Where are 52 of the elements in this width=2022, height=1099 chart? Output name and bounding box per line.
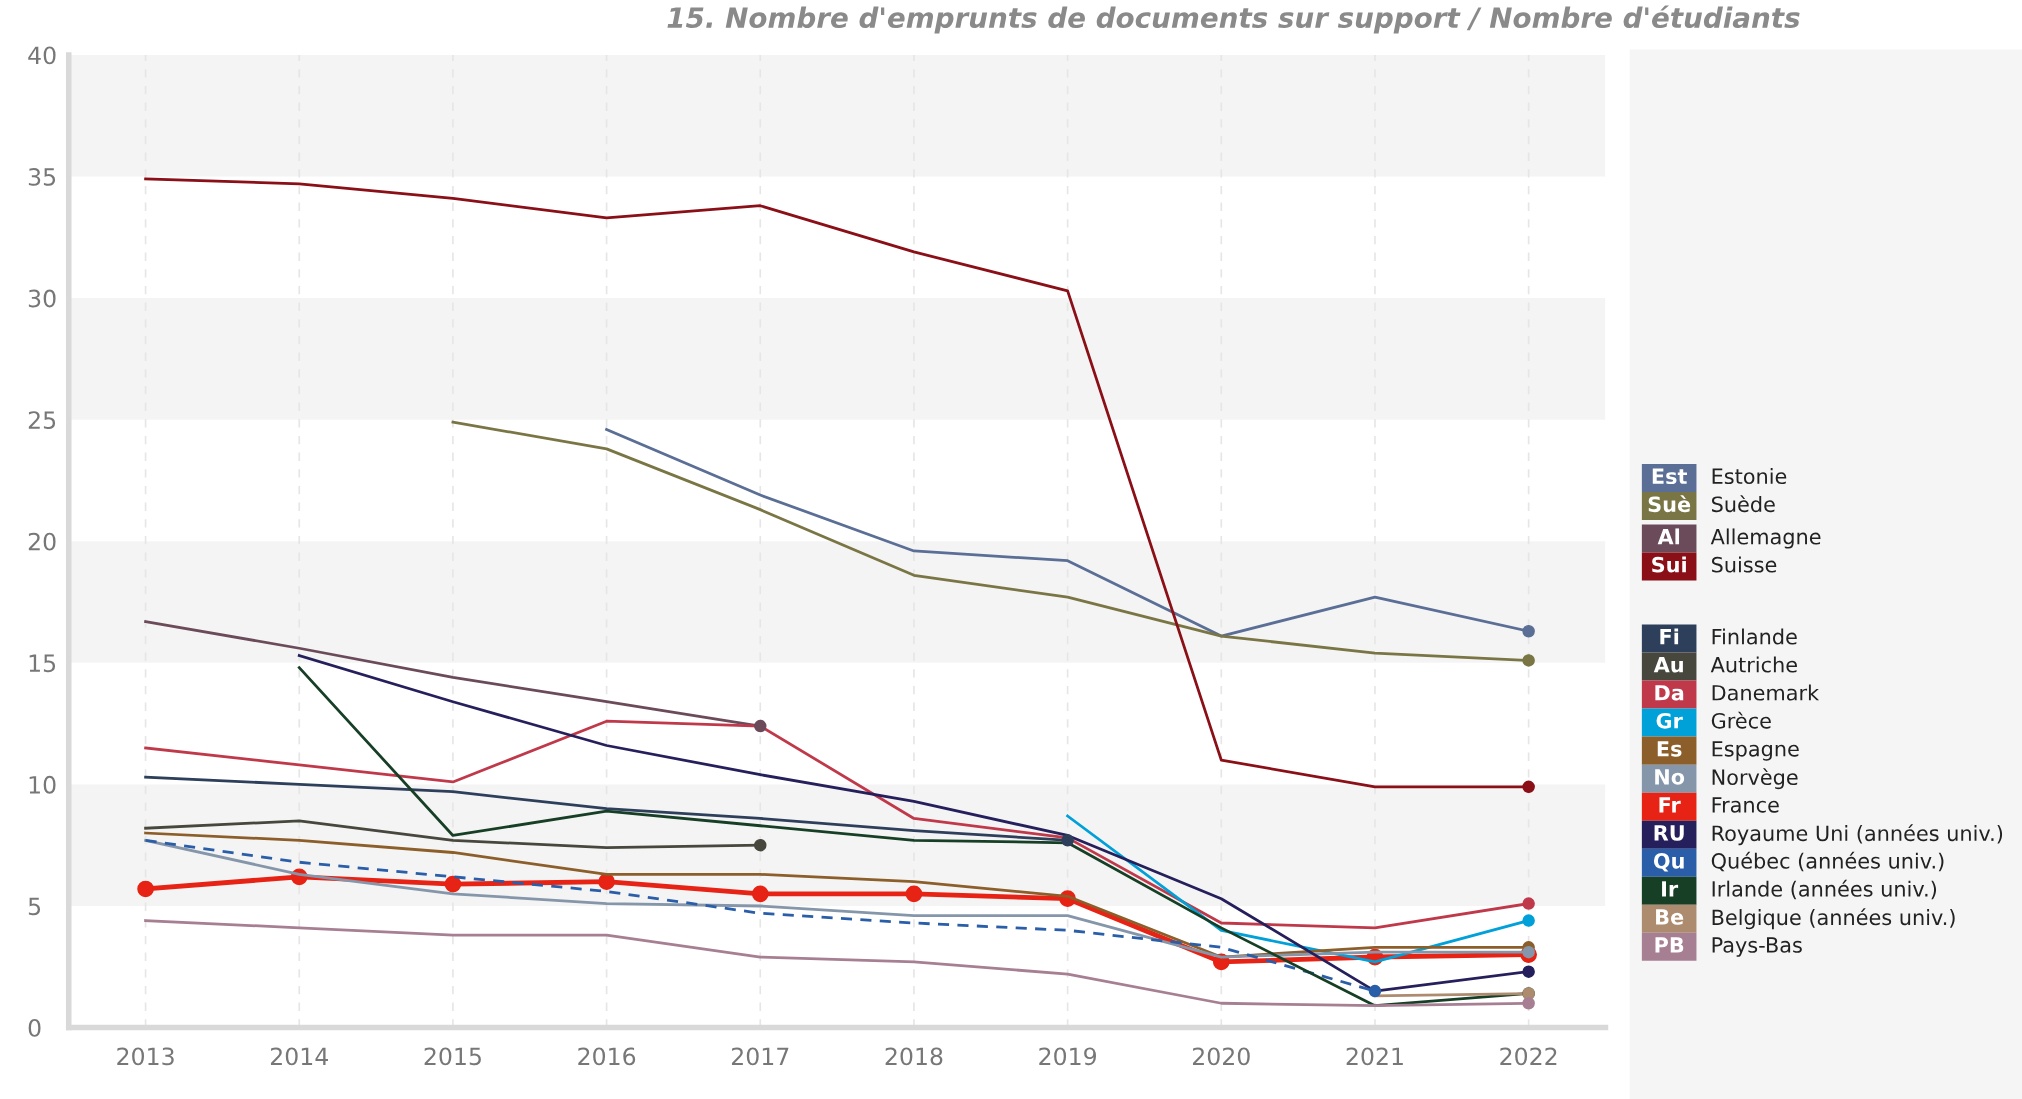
- legend-label: Allemagne: [1710, 528, 1821, 549]
- y-tick-label: 0: [28, 1019, 41, 1037]
- y-tick-label: 10: [29, 775, 56, 794]
- text: Fr: [1659, 797, 1681, 813]
- legend-label: Irlande (années univ.): [1712, 879, 1937, 900]
- y-tick-label: 35: [28, 167, 56, 186]
- text: No: [1655, 769, 1685, 785]
- y-tick-label: 40: [28, 46, 56, 65]
- text: Be: [1656, 909, 1684, 925]
- legend-label: Suisse: [1711, 556, 1777, 573]
- text: Ir: [1662, 881, 1679, 897]
- text: Sui: [1652, 556, 1686, 573]
- y-tick-label: 30: [28, 289, 56, 308]
- x-tick-label: 2020: [1192, 1047, 1250, 1066]
- text: RU: [1654, 825, 1684, 841]
- chart-title: 15. Nombre d'emprunts de documents sur support / Nombre d'étudiants: [667, 5, 1800, 34]
- text: Est: [1652, 468, 1687, 485]
- x-tick-label: 2013: [117, 1047, 174, 1066]
- legend-label: Pays-Bas: [1712, 937, 1802, 957]
- legend-label: Québec (années univ.): [1711, 851, 1944, 872]
- x-tick-label: 2015: [424, 1047, 481, 1066]
- x-tick-label: 2018: [885, 1047, 943, 1066]
- legend-label: Espagne: [1712, 741, 1799, 761]
- text: Es: [1657, 741, 1682, 757]
- legend-label: Autriche: [1710, 656, 1797, 673]
- legend-label: Royaume Uni (années univ.): [1712, 824, 2003, 846]
- y-tick-label: 5: [28, 897, 41, 916]
- text: Al: [1657, 528, 1680, 545]
- x-tick-label: 2021: [1346, 1047, 1403, 1066]
- legend-label: Finlande: [1712, 628, 1797, 645]
- y-tick-label: 25: [28, 411, 56, 429]
- x-tick-label: 2017: [731, 1047, 789, 1066]
- legend-label: Danemark: [1712, 684, 1820, 701]
- text: Suè: [1648, 495, 1691, 513]
- legend-label: Norvège: [1712, 768, 1798, 790]
- text: PB: [1655, 937, 1684, 953]
- legend-label: France: [1712, 797, 1779, 813]
- text: Au: [1653, 657, 1683, 673]
- text: Da: [1655, 685, 1684, 701]
- x-tick-label: 2019: [1039, 1047, 1096, 1066]
- text: Gr: [1656, 712, 1683, 729]
- legend-label: Estonie: [1712, 467, 1787, 485]
- x-tick-label: 2016: [578, 1047, 636, 1066]
- x-tick-label: 2014: [270, 1047, 328, 1066]
- x-tick-label: 2022: [1500, 1047, 1557, 1066]
- y-tick-label: 15: [29, 654, 56, 673]
- legend-label: Belgique (années univ.): [1712, 908, 1955, 930]
- legend-label: Grèce: [1711, 711, 1771, 729]
- y-tick-label: 20: [28, 532, 56, 551]
- text: Fi: [1660, 628, 1679, 645]
- legend-label: Suède: [1711, 495, 1775, 513]
- text: Qu: [1653, 853, 1684, 872]
